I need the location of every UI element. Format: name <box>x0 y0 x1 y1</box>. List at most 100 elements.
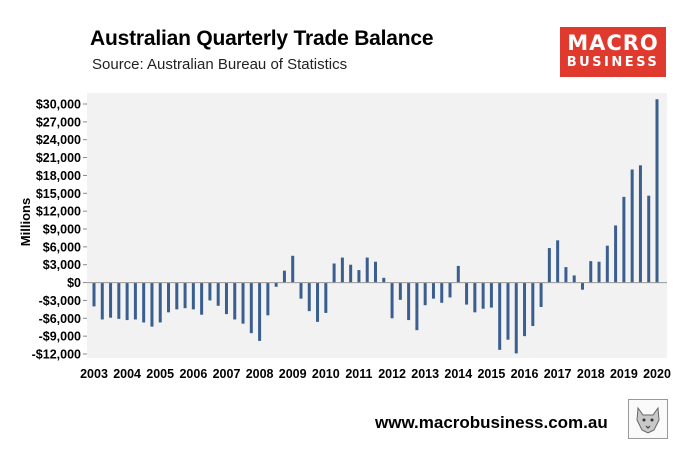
logo-line-2: BUSINESS <box>566 55 660 70</box>
x-tick-label: 2007 <box>213 367 241 381</box>
y-tick-label: -$12,000 <box>32 348 81 362</box>
y-tick-label: $30,000 <box>36 98 81 112</box>
bar <box>440 282 444 303</box>
bar <box>655 99 659 283</box>
bar <box>597 261 601 283</box>
bars <box>92 99 659 354</box>
bar <box>374 261 377 283</box>
y-tick-label: $21,000 <box>36 151 81 165</box>
bar <box>150 282 154 327</box>
plot-area <box>87 93 667 358</box>
y-tick-label: $27,000 <box>36 115 81 129</box>
bar <box>638 165 642 283</box>
bar <box>307 282 311 312</box>
bar <box>274 282 278 287</box>
y-axis: $30,000 $27,000 $24,000 $21,000 $18,000 $15,0… <box>32 98 87 362</box>
bar <box>448 282 452 298</box>
macrobusiness-logo: MACRO BUSINESS <box>560 27 666 77</box>
bar <box>456 265 460 283</box>
bar <box>299 282 303 299</box>
y-tick-label: $9,000 <box>43 223 81 237</box>
bar <box>109 282 113 318</box>
bar <box>340 257 344 283</box>
x-tick-label: 2009 <box>279 367 307 381</box>
bar <box>390 282 394 319</box>
bar <box>431 282 435 299</box>
bar <box>100 282 104 320</box>
logo-line-1: MACRO <box>567 31 659 55</box>
bar <box>216 282 220 306</box>
bar <box>133 282 137 320</box>
bar <box>175 282 179 310</box>
x-tick-label: 2015 <box>477 367 505 381</box>
x-tick-label: 2017 <box>544 367 572 381</box>
y-tick-label: -$9,000 <box>39 330 81 344</box>
bar <box>324 282 328 313</box>
bar <box>365 257 369 283</box>
bar <box>382 277 386 283</box>
bar <box>249 282 253 334</box>
x-tick-label: 2010 <box>312 367 340 381</box>
bar <box>514 282 518 354</box>
y-axis-label: Millions <box>18 198 33 246</box>
bar <box>547 248 551 283</box>
bar <box>208 282 212 301</box>
bar <box>647 195 651 283</box>
bar <box>423 282 427 306</box>
bar <box>291 255 295 283</box>
y-tick-label: $0 <box>67 276 81 290</box>
bar <box>200 282 204 315</box>
y-tick-label: -$6,000 <box>39 312 81 326</box>
bar <box>158 282 162 323</box>
bar <box>539 282 543 307</box>
bar <box>498 282 502 350</box>
bar <box>465 282 469 305</box>
bar <box>117 282 121 319</box>
bar <box>183 282 187 309</box>
x-tick-label: 2005 <box>146 367 174 381</box>
chart-source: Source: Australian Bureau of Statistics <box>92 56 348 73</box>
footer-url: www.macrobusiness.com.au <box>375 413 608 432</box>
bar <box>630 169 634 283</box>
bar <box>622 196 626 283</box>
bar <box>614 225 618 283</box>
bar <box>92 282 96 307</box>
x-tick-label: 2020 <box>643 367 671 381</box>
bar <box>489 282 493 308</box>
x-tick-label: 2003 <box>80 367 108 381</box>
x-tick-label: 2006 <box>179 367 207 381</box>
bar <box>473 282 477 313</box>
bar <box>531 282 535 327</box>
bar <box>580 282 584 290</box>
bar <box>167 282 171 313</box>
bar <box>224 282 228 315</box>
bar <box>506 282 510 340</box>
bar <box>357 270 361 283</box>
y-tick-label: $12,000 <box>36 205 81 219</box>
bar <box>556 240 560 283</box>
y-tick-label: $18,000 <box>36 169 81 183</box>
bar <box>125 282 129 321</box>
bar <box>481 282 485 309</box>
y-tick-label: -$3,000 <box>39 294 81 308</box>
y-tick-label: $24,000 <box>36 133 81 147</box>
bar <box>564 267 568 283</box>
bar <box>332 263 336 283</box>
x-tick-label: 2012 <box>378 367 406 381</box>
bar <box>349 264 353 283</box>
bar <box>605 245 609 283</box>
y-tick-label: $15,000 <box>36 187 81 201</box>
wolf-logo-icon <box>628 399 668 439</box>
x-tick-label: 2018 <box>577 367 605 381</box>
bar <box>523 282 527 337</box>
x-tick-label: 2011 <box>345 367 372 381</box>
bar <box>258 282 262 341</box>
bar <box>316 282 320 322</box>
bar <box>407 282 411 321</box>
y-tick-label: $6,000 <box>43 240 81 254</box>
bar <box>572 275 576 283</box>
x-tick-label: 2019 <box>610 367 638 381</box>
bar <box>415 282 419 331</box>
bar <box>398 282 402 300</box>
x-tick-label: 2008 <box>246 367 274 381</box>
